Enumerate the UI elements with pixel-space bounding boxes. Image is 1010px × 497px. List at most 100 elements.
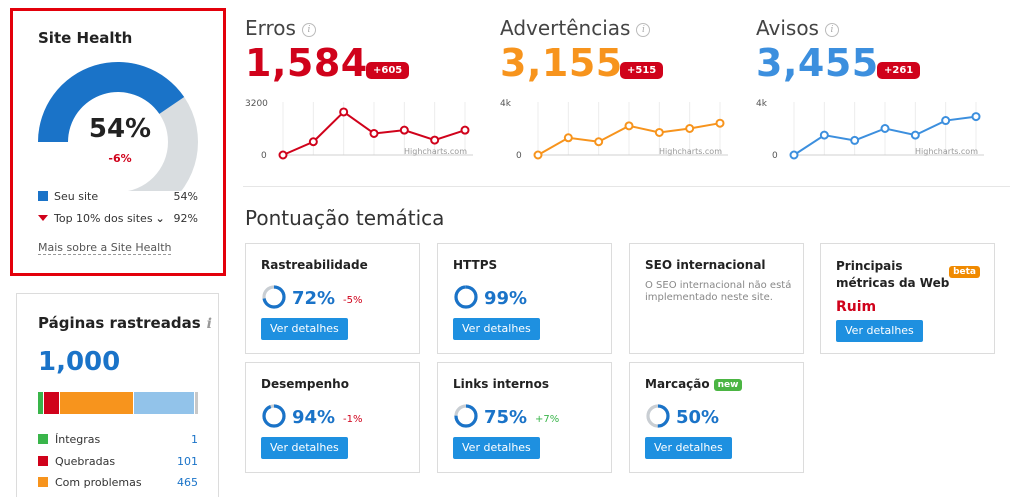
ring-value [454,285,478,309]
info-icon[interactable]: i [301,23,316,37]
ver-detalhes-button[interactable]: Ver detalhes [453,318,540,340]
ver-detalhes-button[interactable]: Ver detalhes [836,320,923,342]
divider [243,186,1010,187]
score-name: Principais métricas da Web [836,259,950,290]
data-point[interactable] [278,150,288,160]
data-point[interactable] [789,150,799,160]
top10-value: 92% [173,212,198,225]
score-card-marcacao: Marcação new 50% Ver detalhes [629,362,804,473]
score-percent: 75% [484,407,528,428]
data-point[interactable] [685,124,695,133]
site-health-delta: -6% [108,152,132,165]
ver-detalhes-button[interactable]: Ver detalhes [453,437,540,459]
score-ring [454,285,478,309]
score-card-rastreabilidade: Rastreabilidade 72% -5% Ver detalhes [245,243,420,354]
ver-detalhes-button[interactable]: Ver detalhes [261,318,348,340]
y-tick-label: 0 [261,151,267,161]
score-ring [646,404,670,428]
chart-credit: Highcharts.com [915,147,978,156]
data-point[interactable] [399,125,409,135]
y-tick-label: 0 [516,151,522,161]
info-icon[interactable]: i [824,23,839,37]
y-tick-label: 0 [772,151,778,161]
crawled-pages-card: Páginas rastreadas i 1,000 Íntegras 1 Queb… [16,293,219,497]
bar-segment [133,392,194,414]
more-site-health-link[interactable]: Mais sobre a Site Health [38,241,172,255]
site-health-title: Site Health [38,29,133,47]
data-point[interactable] [715,118,725,128]
new-badge: new [713,379,743,391]
ring-value [262,404,286,428]
info-icon[interactable]: i [636,23,651,37]
score-card-seo-internacional: SEO internacional O SEO internacional nã… [629,243,804,354]
score-percent: 99% [484,288,528,309]
score-card-https: HTTPS 99% Ver detalhes [437,243,612,354]
score-name: HTTPS [453,258,498,272]
bar-segment [38,392,43,414]
pages-status-bar [38,392,198,414]
score-ring [262,285,286,309]
site-health-gauge [38,62,198,191]
data-point[interactable] [819,130,829,140]
data-point[interactable] [850,135,860,145]
gauge-value [38,62,185,142]
data-point[interactable] [654,127,664,137]
ring-value [646,404,670,428]
orange-square-icon [38,477,48,487]
metric-value[interactable]: 1,584 [245,41,368,85]
score-delta: +7% [535,414,560,425]
data-point[interactable] [460,125,470,135]
metric-badge: +605 [366,62,410,79]
data-point[interactable] [308,137,318,147]
score-name: Links internos [453,377,549,391]
data-point[interactable] [624,121,634,131]
metric-label: Avisos [756,16,819,40]
legend-com-problemas[interactable]: Com problemas 465 [38,476,198,489]
trend-charts: 3200 0 Highcharts.com 4k 0 Highcharts.com 4k 0 H… [245,99,984,161]
trend-chart: 4k 0 Highcharts.com [500,99,728,161]
score-delta: -1% [343,414,363,425]
crawled-pages-count[interactable]: 1,000 [38,347,121,377]
legend-quebradas[interactable]: Quebradas 101 [38,455,198,468]
metric-label: Advertências [500,16,631,40]
score-name: Marcação new [645,377,743,391]
metric-badge: +261 [877,62,921,79]
data-point[interactable] [910,130,920,140]
ring-value [454,404,478,428]
site-health-percent: 54% [88,114,152,144]
red-square-icon [38,456,48,466]
score-ring [454,404,478,428]
metric-value[interactable]: 3,155 [500,41,623,85]
chevron-down-icon[interactable]: ⌄ [155,212,165,225]
data-point[interactable] [533,150,543,160]
legend-integras[interactable]: Íntegras 1 [38,433,198,446]
data-point[interactable] [339,107,349,117]
data-point[interactable] [369,128,379,138]
your-site-value: 54% [173,190,198,203]
y-tick-label: 3200 [245,99,268,109]
metric-label: Erros [245,16,296,40]
score-card-links-internos: Links internos 75% +7% Ver detalhes [437,362,612,473]
metric-value[interactable]: 3,455 [756,41,879,85]
score-name: Rastreabilidade [261,258,368,272]
crawled-pages-title: Páginas rastreadas i [38,314,212,332]
data-point[interactable] [594,137,604,147]
legend-top10[interactable]: Top 10% dos sites ⌄ 92% [38,212,198,225]
data-point[interactable] [971,112,981,122]
data-point[interactable] [430,135,440,145]
ver-detalhes-button[interactable]: Ver detalhes [645,437,732,459]
info-icon[interactable]: i [206,316,212,332]
trend-chart: 3200 0 Highcharts.com [245,99,473,161]
ver-detalhes-button[interactable]: Ver detalhes [261,437,348,459]
data-point[interactable] [563,133,573,143]
score-delta: -5% [343,295,363,306]
data-point[interactable] [880,124,890,133]
y-tick-label: 4k [756,99,768,109]
chart-credit: Highcharts.com [404,147,467,156]
bar-segment [42,392,59,414]
metric-badge: +515 [620,62,664,79]
bar-segment [193,392,198,414]
chart-credit: Highcharts.com [659,147,722,156]
bar-segment [58,392,134,414]
data-point[interactable] [941,116,951,126]
